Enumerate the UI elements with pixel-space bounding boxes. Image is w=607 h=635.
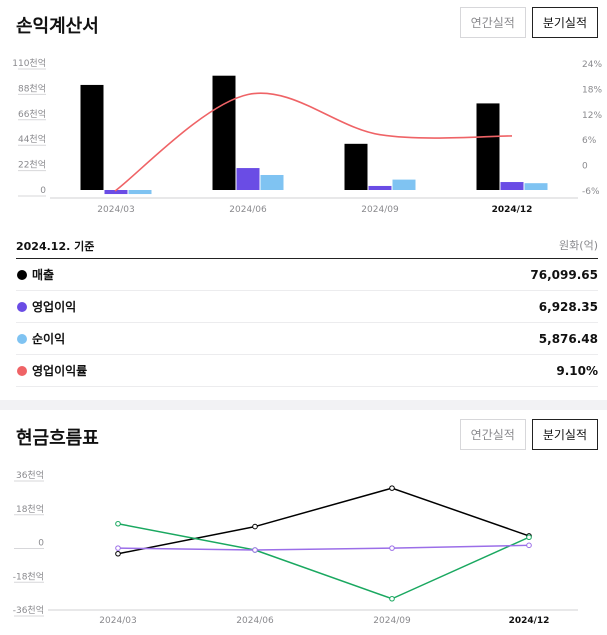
summary-row-value: 9.10%	[556, 363, 598, 378]
cash-flow-series-line	[117, 544, 530, 551]
net-income-legend-dot	[17, 333, 27, 344]
summary-row-value: 6,928.35	[538, 299, 598, 314]
income-period-toggle: 연간실적 분기실적	[459, 7, 598, 38]
summary-row-label: 영업이익	[32, 300, 77, 314]
y-axis-tick-label: 18천억	[16, 503, 44, 515]
summary-row-operating-profit: 영업이익 6,928.35	[16, 291, 598, 323]
income-combo-chart: 110천억 88천억 66천억 44천억 22천억 0 24% 18% 12% 6% 0 -6% 202…	[12, 57, 602, 215]
right-axis-tick-label: 18%	[582, 85, 602, 95]
operating-margin-line	[114, 92, 513, 192]
cash-flow-period-toggle: 연간실적 분기실적	[459, 419, 598, 450]
bar-revenue	[476, 103, 500, 190]
summary-row-revenue: 매출 76,099.65	[16, 259, 598, 291]
bar-revenue	[212, 75, 236, 190]
revenue-legend-dot	[17, 269, 27, 280]
income-summary-list: 매출 76,099.65 영업이익 6,928.35 순이익 5,876.48 …	[16, 259, 598, 387]
summary-row-label: 영업이익률	[32, 364, 88, 378]
x-axis-tick-label: 2024/06	[236, 616, 274, 626]
income-statement-section: 손익계산서 연간실적 분기실적 110천억 88천억 66천억 44천억 22천억 0 24…	[12, 7, 603, 387]
bar-revenue	[80, 84, 104, 190]
y-axis-tick-label: -18천억	[13, 570, 44, 582]
right-axis-tick-label: 0	[582, 162, 588, 172]
bar-net-income	[128, 190, 152, 195]
y-axis-tick-label: 0	[38, 539, 44, 549]
x-axis-tick-label: 2024/03	[99, 616, 136, 626]
x-axis-tick-label: 2024/09	[361, 205, 399, 215]
income-quarterly-button[interactable]: 분기실적	[531, 7, 598, 38]
cash-flow-data-point	[115, 520, 121, 527]
cash-flow-section: 현금흐름표 연간실적 분기실적 36천억 18천억 0 -18천억 -36천억 2024/…	[0, 410, 607, 635]
left-axis-tick-label: 44천억	[18, 133, 46, 145]
x-axis-tick-label: 2024/12	[492, 205, 533, 215]
summary-row-label: 순이익	[32, 332, 66, 346]
cash-flow-annual-button[interactable]: 연간실적	[459, 419, 526, 450]
summary-row-net-income: 순이익 5,876.48	[16, 323, 598, 355]
bar-net-income	[392, 179, 416, 190]
cash-flow-data-point	[252, 547, 258, 553]
currency-unit: 원화(억)	[559, 239, 598, 252]
cash-flow-data-point	[115, 545, 121, 551]
left-axis-tick-label: 88천억	[18, 82, 46, 94]
cash-flow-data-point	[526, 542, 532, 549]
cash-flow-series-line	[117, 487, 530, 555]
bar-operating-profit	[500, 182, 524, 190]
y-axis-tick-label: -36천억	[13, 604, 44, 616]
left-axis-tick-label: 0	[40, 186, 46, 196]
summary-row-label: 매출	[32, 268, 55, 282]
as-of-date: 2024.12. 기준	[16, 240, 95, 253]
right-axis-tick-label: -6%	[582, 187, 600, 197]
x-axis-tick-label: 2024/03	[97, 205, 134, 215]
cash-flow-line-chart: 36천억 18천억 0 -18천억 -36천억 2024/03 2024/06 2024/09…	[13, 469, 578, 626]
bar-operating-profit	[236, 168, 260, 190]
bar-operating-profit	[104, 190, 128, 195]
left-axis-tick-label: 66천억	[18, 108, 46, 120]
cash-flow-data-point	[389, 545, 395, 551]
left-axis-tick-label: 22천억	[18, 159, 46, 171]
income-annual-button[interactable]: 연간실적	[459, 7, 526, 38]
summary-row-value: 76,099.65	[530, 267, 598, 282]
cash-flow-data-point	[526, 534, 532, 541]
bar-net-income	[260, 174, 284, 190]
cash-flow-data-point	[389, 485, 395, 491]
cash-flow-data-point	[389, 595, 395, 602]
bar-revenue	[344, 143, 368, 190]
x-axis-tick-label: 2024/09	[373, 616, 411, 626]
bar-net-income	[524, 183, 548, 190]
summary-top-rule	[16, 258, 598, 259]
summary-row-value: 5,876.48	[538, 331, 598, 346]
x-axis-tick-label: 2024/06	[229, 205, 267, 215]
cash-flow-data-point	[252, 523, 258, 530]
x-axis-tick-label: 2024/12	[509, 616, 550, 626]
y-axis-tick-label: 36천억	[16, 469, 44, 481]
cash-flow-data-point	[115, 550, 121, 557]
bar-operating-profit	[368, 185, 392, 190]
right-axis-tick-label: 6%	[582, 136, 597, 146]
right-axis-tick-label: 12%	[582, 111, 602, 121]
operating-profit-legend-dot	[17, 301, 27, 312]
cash-flow-title: 현금흐름표	[16, 428, 99, 449]
section-divider	[0, 400, 607, 410]
cash-flow-quarterly-button[interactable]: 분기실적	[531, 419, 598, 450]
right-axis-tick-label: 24%	[582, 60, 602, 70]
left-axis-tick-label: 110천억	[12, 57, 46, 69]
summary-row-operating-margin: 영업이익률 9.10%	[16, 355, 598, 387]
income-statement-title: 손익계산서	[16, 16, 99, 37]
operating-margin-legend-dot	[17, 365, 27, 376]
cash-flow-series-line	[117, 523, 530, 600]
